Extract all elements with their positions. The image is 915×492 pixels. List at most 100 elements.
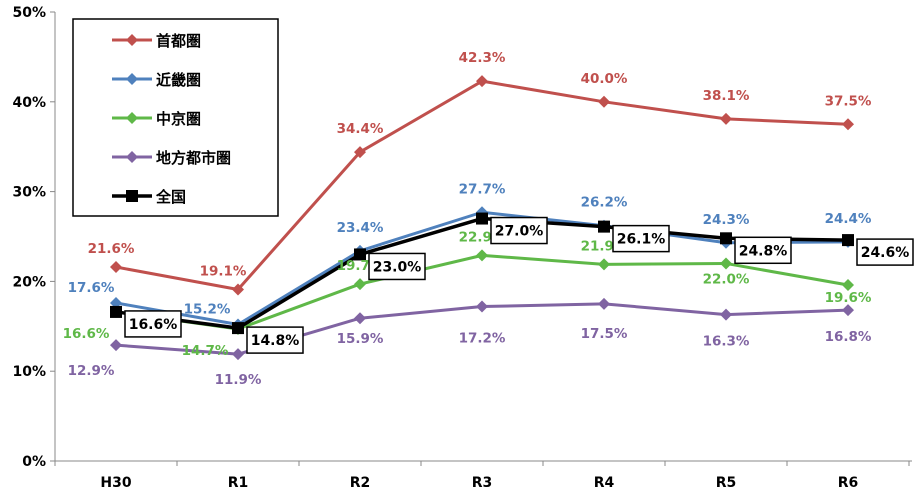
legend-marker bbox=[126, 190, 138, 202]
data-point bbox=[110, 261, 122, 274]
data-point bbox=[232, 283, 244, 296]
data-label: 24.8% bbox=[739, 243, 788, 259]
data-label: 42.3% bbox=[459, 50, 506, 66]
boxed-data-label: 14.8% bbox=[246, 326, 304, 354]
label-box bbox=[734, 236, 792, 265]
data-point bbox=[842, 278, 854, 291]
data-label: 14.8% bbox=[251, 333, 300, 349]
data-point bbox=[598, 297, 610, 310]
data-label: 37.5% bbox=[825, 93, 872, 109]
data-point bbox=[354, 312, 366, 325]
boxed-data-label: 16.6% bbox=[124, 310, 182, 338]
label-box bbox=[490, 216, 548, 245]
legend-item: 全国 bbox=[112, 188, 186, 206]
data-label: 26.1% bbox=[617, 232, 666, 248]
data-point bbox=[842, 118, 854, 131]
data-label: 24.6% bbox=[861, 245, 910, 261]
data-label: 14.7% bbox=[182, 343, 229, 359]
data-label: 15.9% bbox=[337, 331, 384, 347]
legend-label: 首都圏 bbox=[156, 32, 201, 50]
series-1 bbox=[110, 75, 854, 296]
data-point bbox=[354, 146, 366, 159]
data-point bbox=[476, 75, 488, 88]
x-tick-label: R4 bbox=[594, 475, 615, 491]
data-point bbox=[476, 249, 488, 262]
data-point bbox=[354, 278, 366, 291]
legend-label: 近畿圏 bbox=[156, 71, 201, 89]
data-point bbox=[598, 220, 610, 233]
data-label: 21.6% bbox=[88, 241, 135, 257]
data-point bbox=[598, 95, 610, 108]
data-label: 26.2% bbox=[581, 195, 628, 211]
data-point bbox=[720, 308, 732, 321]
data-point bbox=[232, 348, 244, 361]
legend-item: 近畿圏 bbox=[112, 71, 201, 89]
data-point bbox=[110, 305, 122, 318]
data-point bbox=[476, 300, 488, 313]
legend-marker bbox=[126, 112, 138, 124]
data-label: 17.2% bbox=[459, 331, 506, 347]
data-label: 12.9% bbox=[68, 363, 115, 379]
data-label: 38.1% bbox=[703, 88, 750, 104]
boxed-data-label: 27.0% bbox=[490, 216, 548, 245]
data-labels: 21.6% 19.1% 34.4% 42.3% 40.0% 38.1% 37.5% 17.6%… bbox=[63, 50, 914, 388]
data-label: 19.1% bbox=[200, 263, 247, 279]
data-point bbox=[598, 258, 610, 271]
boxed-data-label: 24.8% bbox=[734, 236, 792, 265]
legend-label: 地方都市圏 bbox=[156, 149, 231, 167]
data-label: 16.6% bbox=[129, 317, 178, 333]
legend-item: 中京圏 bbox=[112, 110, 201, 128]
label-box bbox=[368, 252, 426, 281]
data-point bbox=[720, 257, 732, 270]
legend-marker bbox=[126, 151, 138, 163]
x-tick-label: R2 bbox=[350, 475, 371, 491]
axes: 0% 10% 20% 30% 40% 50% H30 R1 R2 R3 R4 R5 R6 bbox=[12, 5, 912, 491]
labels-series-5: 16.6% 14.8% 23.0% 27.0% 26.1% 24.8% 24.6% bbox=[124, 216, 914, 354]
y-tick-label: 10% bbox=[12, 364, 46, 380]
data-point bbox=[720, 232, 732, 245]
legend-marker bbox=[126, 34, 138, 46]
data-point bbox=[842, 304, 854, 317]
labels-series-2: 17.6% 15.2% 23.4% 27.7% 26.2% 24.3% 24.4% bbox=[68, 181, 872, 317]
data-label: 23.4% bbox=[337, 220, 384, 236]
data-label: 24.4% bbox=[825, 211, 872, 227]
boxed-data-label: 24.6% bbox=[856, 238, 914, 266]
x-tick-label: R3 bbox=[472, 475, 493, 491]
data-label: 27.7% bbox=[459, 181, 506, 197]
data-label: 19.6% bbox=[825, 290, 872, 306]
legend-label: 中京圏 bbox=[156, 110, 201, 128]
x-tick-label: H30 bbox=[100, 475, 131, 491]
data-label: 16.8% bbox=[825, 329, 872, 345]
y-tick-label: 30% bbox=[12, 185, 46, 201]
legend-label: 全国 bbox=[155, 188, 186, 206]
y-tick-label: 20% bbox=[12, 274, 46, 290]
data-label: 34.4% bbox=[337, 121, 384, 137]
labels-series-4: 12.9% 11.9% 15.9% 17.2% 17.5% 16.3% 16.8% bbox=[68, 326, 872, 388]
x-tick-label: R1 bbox=[228, 475, 249, 491]
data-label: 23.0% bbox=[373, 259, 422, 275]
legend-item: 地方都市圏 bbox=[112, 149, 231, 167]
legend-box bbox=[72, 18, 279, 217]
data-point bbox=[232, 322, 244, 335]
y-tick-label: 0% bbox=[22, 454, 46, 470]
labels-series-1: 21.6% 19.1% 34.4% 42.3% 40.0% 38.1% 37.5% bbox=[88, 50, 872, 279]
legend-marker bbox=[126, 73, 138, 85]
series-5 bbox=[110, 212, 854, 335]
data-label: 16.3% bbox=[703, 334, 750, 350]
boxed-data-label: 23.0% bbox=[368, 252, 426, 281]
data-label: 24.3% bbox=[703, 212, 750, 228]
data-point bbox=[842, 234, 854, 247]
label-box bbox=[856, 238, 914, 266]
data-label: 11.9% bbox=[215, 372, 262, 388]
x-tick-label: R6 bbox=[838, 475, 859, 491]
y-tick-label: 50% bbox=[12, 5, 46, 21]
data-label: 22.0% bbox=[703, 271, 750, 287]
data-point bbox=[720, 112, 732, 125]
data-point bbox=[476, 212, 488, 225]
label-box bbox=[612, 224, 670, 253]
data-label: 16.6% bbox=[63, 326, 110, 342]
label-box bbox=[124, 310, 182, 338]
series-layer bbox=[110, 75, 854, 361]
